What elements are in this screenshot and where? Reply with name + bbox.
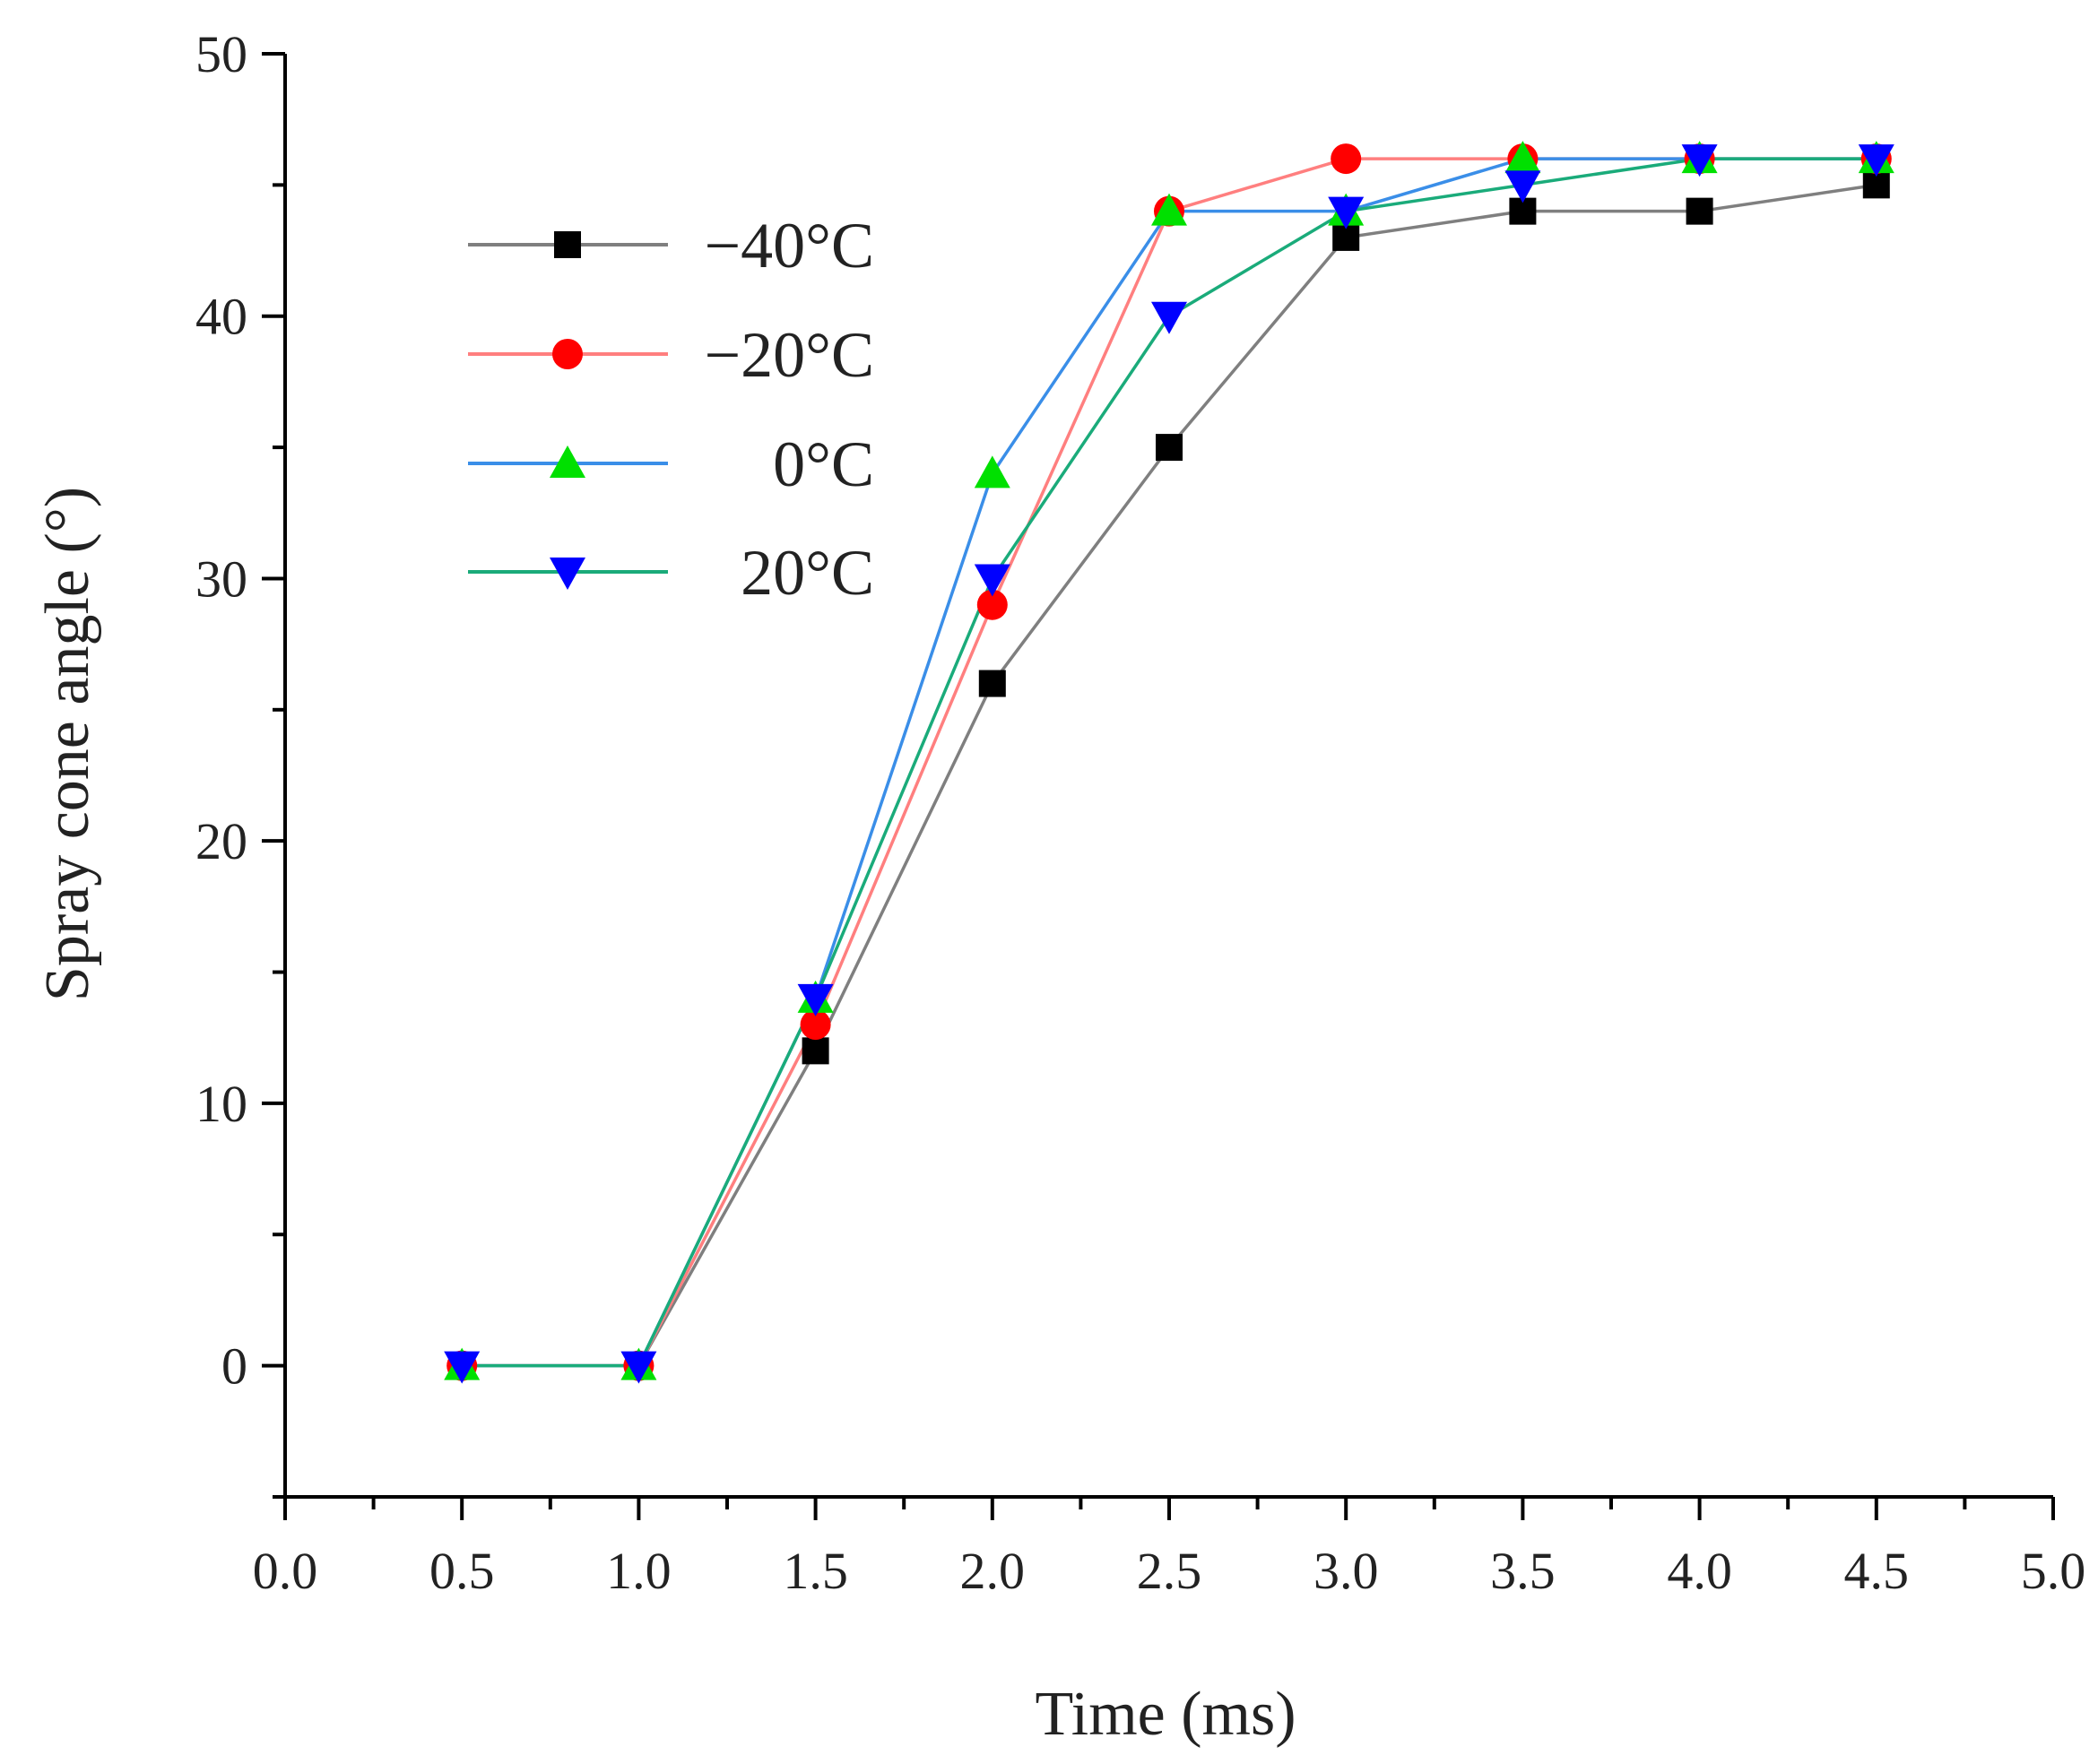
legend-marker-2: [550, 445, 585, 478]
data-point-series-3: [1858, 144, 1894, 177]
x-tick-label: 1.5: [783, 1542, 848, 1600]
data-point-series-2: [1504, 141, 1541, 174]
y-tick-label: 50: [195, 25, 247, 83]
data-point-series-3: [974, 564, 1010, 597]
x-tick-label: 3.5: [1490, 1542, 1556, 1600]
axes: 0 10 20 30 40 50 0.0 0.5 1.0 1.5 2.0 2.5 3.0 3.5 4.0 4.…: [195, 25, 2085, 1600]
legend-label-1: −20°C: [705, 319, 874, 391]
x-tick-label: 2.5: [1137, 1542, 1202, 1600]
x-tick-label: 5.0: [2021, 1542, 2086, 1600]
x-tick-label: 3.0: [1313, 1542, 1379, 1600]
x-tick-label: 4.0: [1667, 1542, 1732, 1600]
y-axis-title: Spray cone angle (°): [33, 487, 102, 1001]
y-tick-label: 40: [195, 288, 247, 346]
data-point-series-2: [1151, 193, 1187, 226]
y-tick-label: 30: [195, 549, 247, 608]
x-tick-label: 1.0: [606, 1542, 672, 1600]
legend-marker-1: [552, 339, 583, 369]
x-tick-label: 0.5: [429, 1542, 495, 1600]
data-point-series-3: [1328, 196, 1365, 229]
data-point-series-1: [800, 1009, 831, 1041]
series-line-2: [462, 157, 1877, 1368]
data-point-series-3: [797, 983, 834, 1016]
legend-label-2: 0°C: [773, 428, 874, 500]
y-tick-label: 10: [195, 1075, 247, 1133]
data-point-series-1: [1331, 143, 1362, 175]
x-tick-label: 2.0: [960, 1542, 1026, 1600]
series-line-0: [462, 183, 1877, 1368]
y-tick-label: 0: [221, 1337, 247, 1396]
x-tick-label: 4.5: [1844, 1542, 1910, 1600]
data-point-series-3: [1681, 144, 1718, 177]
series-markers: [444, 141, 1894, 1384]
legend-label-3: 20°C: [741, 537, 874, 609]
data-point-series-0: [1156, 434, 1183, 462]
x-tick-label: 0.0: [253, 1542, 318, 1600]
series-line-1: [462, 157, 1877, 1368]
legend: −40°C −20°C 0°C 20°C: [468, 210, 874, 609]
data-point-series-1: [976, 589, 1008, 620]
series-line-3: [462, 157, 1877, 1368]
data-point-series-3: [620, 1351, 657, 1384]
y-tick-label: 20: [195, 812, 247, 870]
x-axis-title: Time (ms): [1035, 1680, 1296, 1749]
legend-marker-3: [550, 558, 585, 590]
legend-label-0: −40°C: [705, 210, 874, 281]
data-point-series-3: [444, 1351, 481, 1384]
data-point-series-2: [974, 455, 1010, 489]
series-lines: [462, 157, 1877, 1368]
data-point-series-3: [1151, 301, 1187, 334]
data-point-series-0: [978, 670, 1006, 697]
data-point-series-3: [1504, 170, 1541, 203]
data-point-series-0: [1686, 197, 1713, 225]
legend-marker-0: [554, 231, 581, 258]
data-point-series-0: [802, 1037, 829, 1065]
